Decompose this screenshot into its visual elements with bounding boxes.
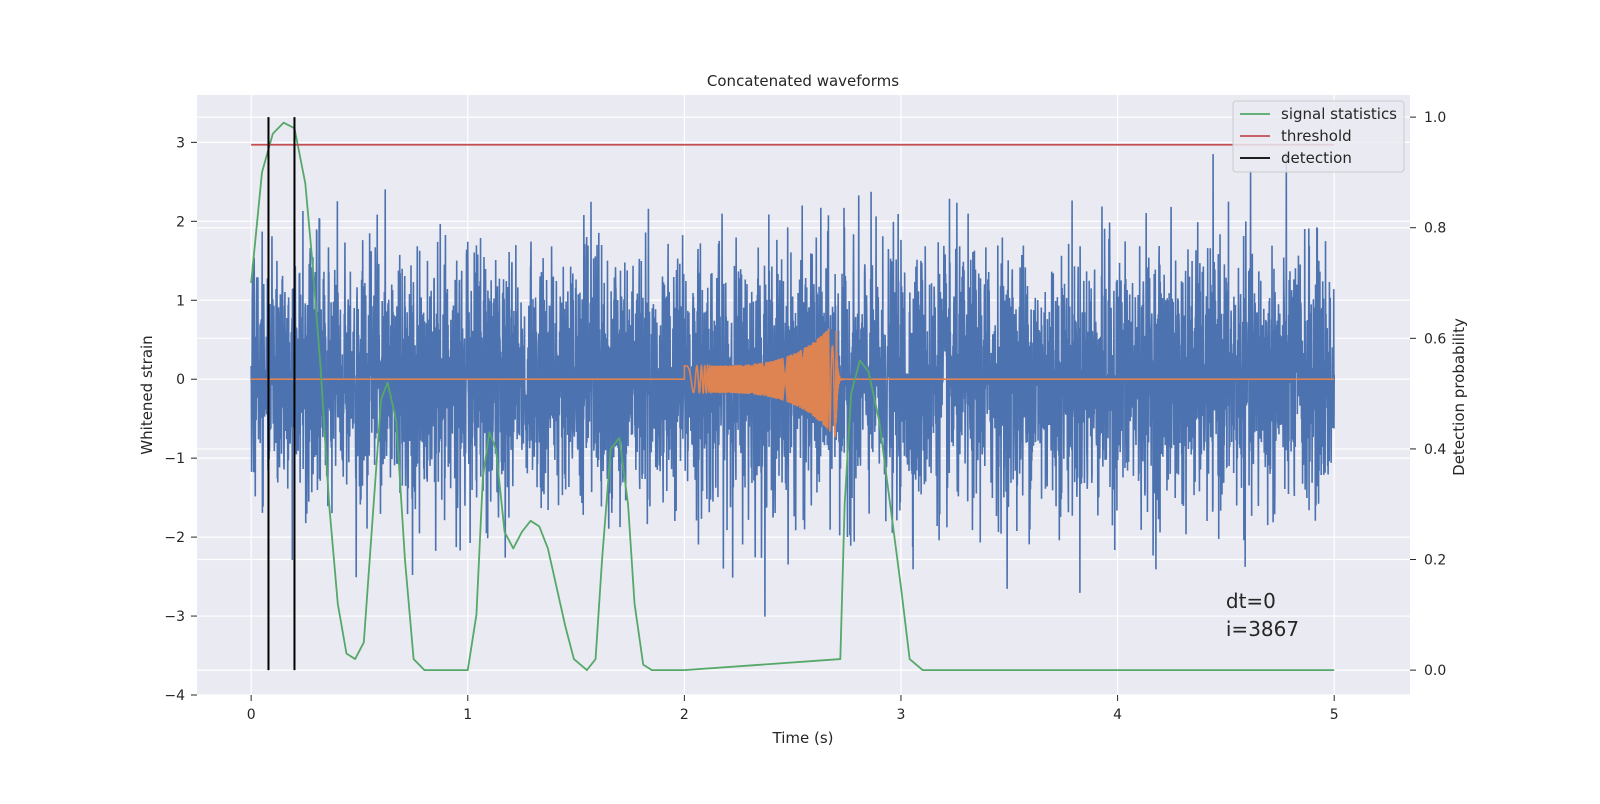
x-tick-label: 4 bbox=[1113, 707, 1122, 723]
y-tick-label: 1 bbox=[176, 293, 185, 309]
y-tick-label: −2 bbox=[164, 530, 185, 546]
y2-tick-label: 0.6 bbox=[1424, 331, 1446, 347]
x-tick-label: 2 bbox=[680, 707, 689, 723]
y2-tick-label: 0.0 bbox=[1424, 663, 1446, 679]
y-tick-label: 2 bbox=[176, 214, 185, 230]
y-tick-label: −4 bbox=[164, 688, 185, 704]
series-layer bbox=[250, 117, 1335, 672]
y2-tick-label: 0.8 bbox=[1424, 221, 1446, 237]
y-tick-label: 3 bbox=[176, 135, 185, 151]
axes-layer: 0 1 2 3 4 5 −4 −3 −2 −1 0 1 2 3 0.0 0.2 0.4 0.6 0.8 1.0 bbox=[164, 110, 1446, 723]
x-tick-label: 0 bbox=[247, 707, 256, 723]
x-tick-label: 1 bbox=[463, 707, 472, 723]
annotation-dt: dt=0 bbox=[1226, 589, 1276, 613]
y2-tick-label: 0.4 bbox=[1424, 442, 1446, 458]
legend-signal-statistics-label: signal statistics bbox=[1281, 105, 1397, 123]
chart-title: Concatenated waveforms bbox=[707, 72, 899, 90]
signal-statistics-line bbox=[250, 121, 1335, 672]
y2-tick-label: 1.0 bbox=[1424, 110, 1446, 126]
y2-tick-label: 0.2 bbox=[1424, 553, 1446, 569]
y-tick-label: 0 bbox=[176, 372, 185, 388]
annotation-index: i=3867 bbox=[1226, 617, 1299, 641]
y-axis-label: Whitened strain bbox=[138, 335, 156, 454]
x-tick-label: 5 bbox=[1330, 707, 1339, 723]
annotations: dt=0 i=3867 bbox=[1226, 589, 1299, 641]
x-axis-label: Time (s) bbox=[772, 729, 834, 747]
legend-detection-label: detection bbox=[1281, 149, 1352, 167]
y-tick-label: −1 bbox=[164, 451, 185, 467]
noise-line bbox=[250, 152, 1335, 617]
legend[interactable]: signal statistics threshold detection bbox=[1232, 100, 1405, 173]
legend-box bbox=[1232, 100, 1405, 173]
waveform-line bbox=[251, 328, 1335, 438]
x-tick-label: 3 bbox=[897, 707, 906, 723]
y2-axis-label: Detection probability bbox=[1450, 318, 1468, 476]
legend-threshold-label: threshold bbox=[1281, 127, 1352, 145]
y-tick-label: −3 bbox=[164, 609, 185, 625]
